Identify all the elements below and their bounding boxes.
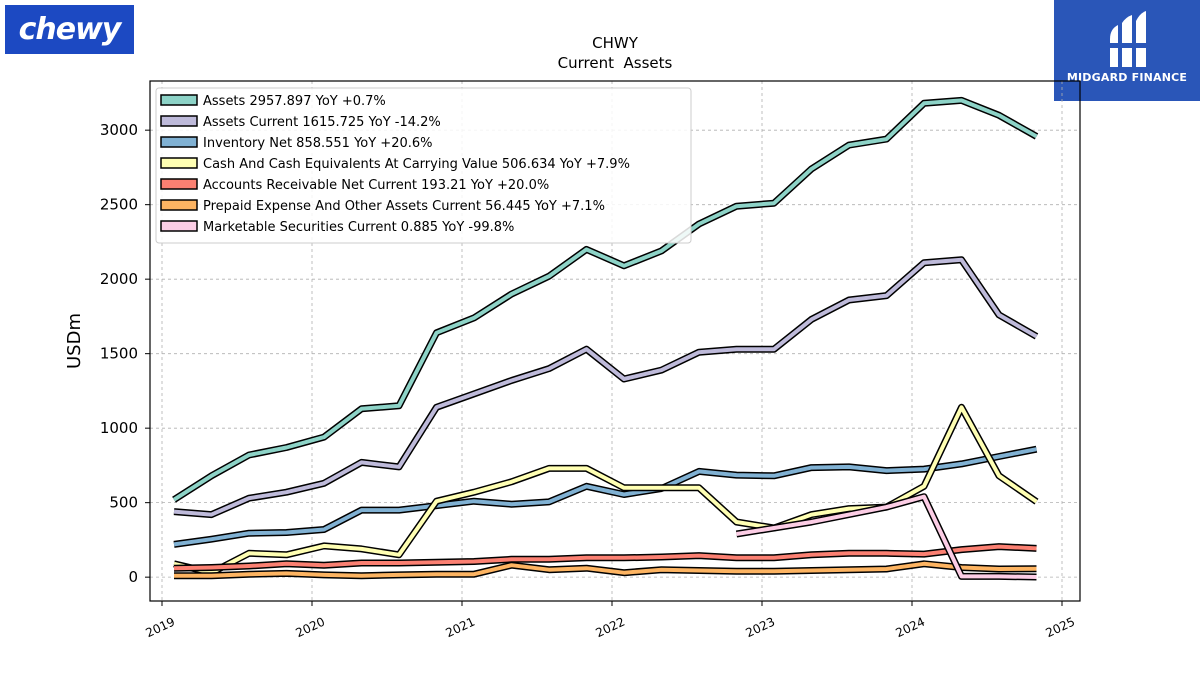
x-tick-label: 2025: [1044, 615, 1078, 641]
legend-swatch: [160, 115, 198, 127]
y-tick-label: 500: [109, 494, 138, 512]
chewy-logo: chewy: [5, 5, 134, 54]
legend-box: [155, 87, 692, 244]
chart-subtitle: Current Assets: [558, 54, 673, 72]
legend-label: Marketable Securities Current 0.885 YoY …: [203, 220, 514, 235]
y-tick-label: 3000: [100, 121, 138, 139]
x-tick-label: 2024: [894, 615, 928, 641]
midgard-finance-logo: MIDGARD FINANCE: [1054, 0, 1200, 101]
chewy-logo-text: chewy: [18, 12, 122, 47]
y-axis-label: USDm: [64, 313, 85, 369]
series-line: [173, 544, 1037, 571]
legend-swatch: [160, 157, 198, 169]
legend: Assets 2957.897 YoY +0.7% Assets Current …: [155, 87, 692, 244]
legend-swatch: [160, 199, 198, 211]
x-tick-label: 2020: [294, 615, 328, 641]
series-line: [736, 494, 1037, 579]
series-line: [173, 447, 1037, 547]
series-lines: [172, 96, 1039, 581]
legend-label: Assets 2957.897 YoY +0.7%: [203, 94, 386, 109]
x-tick-label: 2023: [744, 615, 778, 641]
legend-label: Cash And Cash Equivalents At Carrying Va…: [203, 157, 630, 172]
midgard-logo-icon: [1104, 11, 1152, 67]
legend-swatch: [160, 94, 198, 106]
y-tick-label: 1500: [100, 345, 138, 363]
x-tick-label: 2022: [594, 615, 628, 641]
series-line: [173, 257, 1038, 517]
series-line: [172, 98, 1038, 502]
y-tick-label: 0: [128, 568, 138, 586]
legend-label: Accounts Receivable Net Current 193.21 Y…: [203, 178, 549, 193]
legend-label: Assets Current 1615.725 YoY -14.2%: [203, 115, 441, 130]
legend-swatch: [160, 178, 198, 190]
legend-label: Inventory Net 858.551 YoY +20.6%: [203, 136, 433, 151]
legend-swatch: [160, 136, 198, 148]
legend-swatch: [160, 220, 198, 232]
midgard-finance-name: MIDGARD FINANCE: [1066, 71, 1188, 84]
x-tick-label: 2021: [444, 615, 478, 641]
y-tick-label: 1000: [100, 419, 138, 437]
y-tick-label: 2500: [100, 196, 138, 214]
y-tick-label: 2000: [100, 270, 138, 288]
series-line: [174, 561, 1037, 578]
legend-label: Prepaid Expense And Other Assets Current…: [203, 199, 605, 214]
plot-frame: [149, 80, 1081, 602]
chart-title: CHWY: [592, 34, 639, 52]
x-tick-label: 2019: [144, 615, 178, 641]
